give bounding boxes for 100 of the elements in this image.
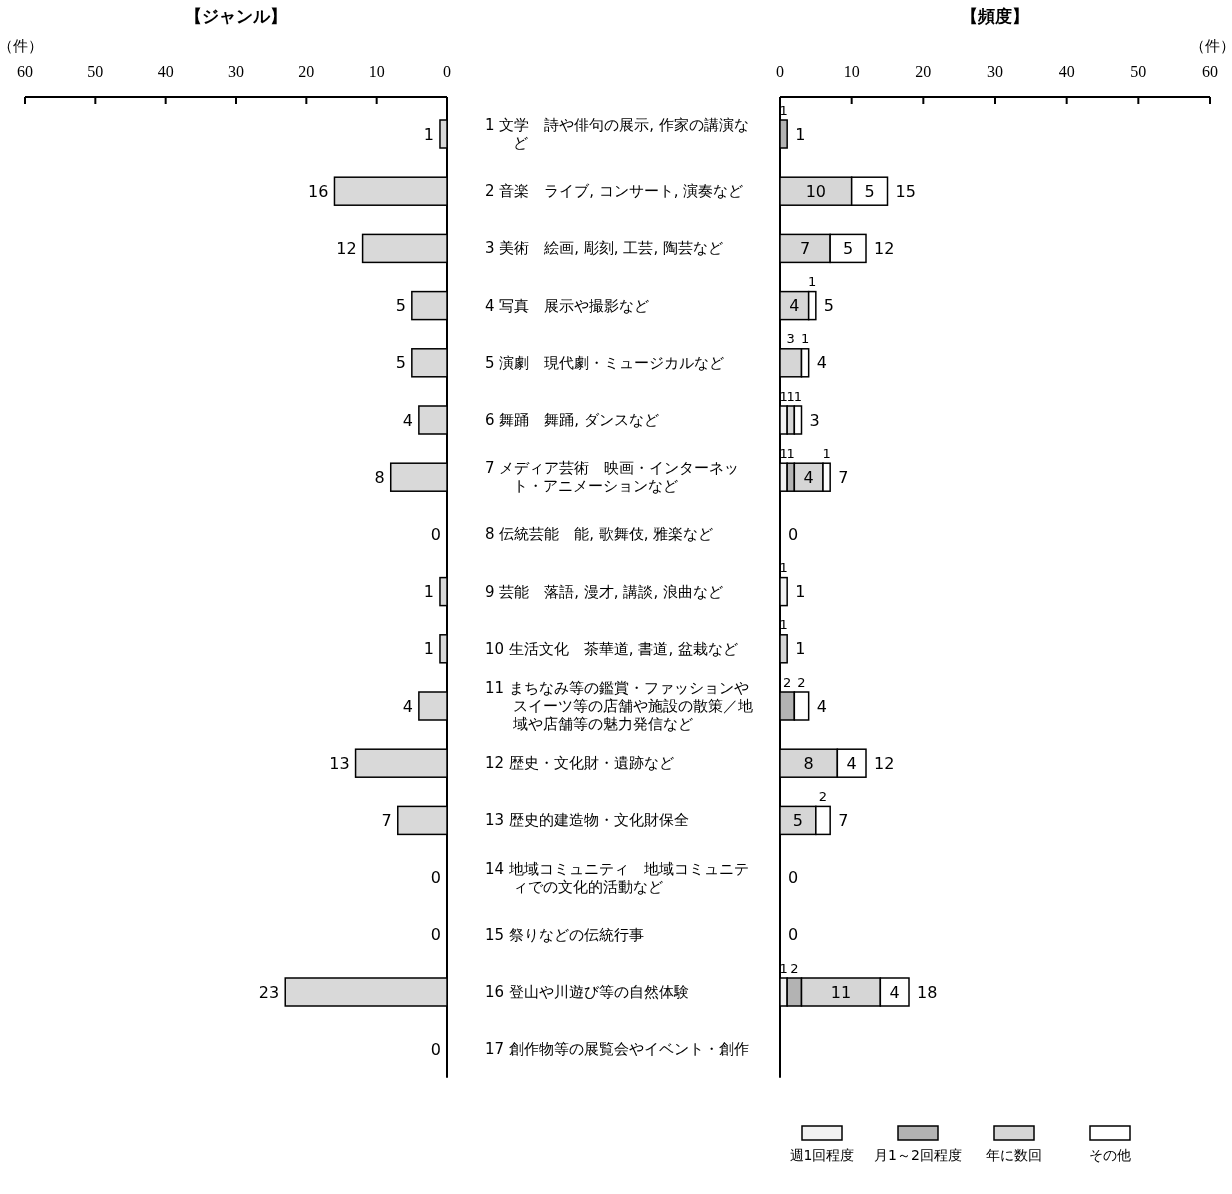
data-label: 5 bbox=[864, 181, 875, 201]
x-axis-title: （件） bbox=[1189, 37, 1232, 55]
x-tick-label: 50 bbox=[87, 62, 104, 80]
data-label: 0 bbox=[430, 524, 441, 544]
y-tick-label: 4 写真 展示や撮影など bbox=[485, 296, 651, 315]
data-label: 1 bbox=[779, 388, 788, 404]
total-label: 7 bbox=[838, 810, 849, 830]
data-label: 1 bbox=[795, 639, 806, 659]
total-label: 1 bbox=[779, 617, 788, 633]
y-tick-label: 13 歴史的建造物・文化財保全 bbox=[485, 811, 690, 830]
x-tick-label: 20 bbox=[915, 62, 932, 80]
total-label: 3 bbox=[809, 410, 820, 430]
total-label: 4 bbox=[816, 696, 827, 716]
data-label: 3 bbox=[786, 331, 795, 347]
y-tick-label: 10 生活文化 茶華道, 書道, 盆栽など bbox=[485, 639, 739, 658]
data-label: 1 bbox=[808, 274, 817, 290]
data-label: 8 bbox=[803, 753, 814, 773]
x-tick-label: 0 bbox=[776, 62, 784, 80]
y-tick-label: 5 演劇 現代劇・ミュージカルなど bbox=[485, 353, 726, 372]
data-label: 5 bbox=[842, 238, 854, 258]
total-label: 1 bbox=[779, 102, 788, 118]
data-label: 1 bbox=[800, 331, 810, 347]
data-label: 1 bbox=[793, 388, 803, 404]
x-tick-label: 20 bbox=[298, 62, 315, 80]
legend-label: 年に数回 bbox=[985, 1146, 1043, 1164]
data-label: 1 bbox=[423, 582, 434, 602]
y-tick-label: 6 舞踊 舞踊, ダンスなど bbox=[485, 411, 660, 429]
data-label: 4 bbox=[889, 982, 900, 1002]
data-label: 7 bbox=[799, 238, 811, 258]
data-label: 2 bbox=[818, 788, 828, 804]
y-tick-label: 15 祭りなどの伝統行事 bbox=[485, 925, 645, 944]
y-tick-label: 9 芸能 落語, 漫才, 講談, 浪曲など bbox=[485, 582, 724, 601]
data-label: 5 bbox=[792, 810, 804, 830]
total-label: 7 bbox=[838, 467, 849, 487]
data-label: 1 bbox=[786, 445, 795, 461]
data-label: 0 bbox=[430, 868, 441, 888]
x-tick-label: 30 bbox=[987, 62, 1003, 80]
chart-title: 【ジャンル】 bbox=[185, 6, 287, 26]
legend-label: その他 bbox=[1088, 1146, 1132, 1164]
total-label: 5 bbox=[823, 296, 835, 316]
total-label: 15 bbox=[895, 181, 916, 201]
data-label: 0 bbox=[430, 925, 441, 945]
x-tick-label: 50 bbox=[1130, 62, 1147, 80]
y-tick-label: 8 伝統芸能 能, 歌舞伎, 雅楽など bbox=[485, 525, 715, 544]
x-tick-label: 10 bbox=[843, 62, 860, 80]
x-tick-label: 40 bbox=[157, 62, 174, 80]
data-label: 2 bbox=[783, 674, 792, 690]
data-label: 16 bbox=[308, 181, 329, 201]
data-label: 1 bbox=[779, 445, 788, 461]
legend-label: 週1回程度 bbox=[788, 1146, 856, 1164]
data-label: 10 bbox=[805, 181, 827, 201]
y-tick-label: 14 地域コミュニティ 地域コミュニティでの文化的活動など bbox=[485, 859, 750, 896]
y-tick-label: 12 歴史・文化財・遺跡など bbox=[485, 754, 675, 773]
x-tick-label: 0 bbox=[443, 62, 451, 80]
data-label: 12 bbox=[336, 238, 357, 258]
data-label: 1 bbox=[786, 388, 795, 404]
y-tick-label: 1 文学 詩や俳句の展示, 作家の講演など bbox=[485, 116, 750, 152]
total-label: 1 bbox=[779, 560, 788, 576]
data-label: 1 bbox=[423, 639, 434, 659]
x-tick-label: 40 bbox=[1058, 62, 1075, 80]
data-label: 2 bbox=[797, 674, 806, 690]
y-tick-label: 7 メディア芸術 映画・インターネット・アニメーションなど bbox=[485, 459, 741, 496]
y-tick-label: 11 まちなみ等の鑑賞・ファッションやスイーツ等の店舗や施設の散策／地域や店舗等の魅力発信など bbox=[485, 679, 753, 733]
data-label: 5 bbox=[395, 296, 406, 316]
chart-title: 【頻度】 bbox=[961, 6, 1029, 26]
text: 0 bbox=[788, 925, 799, 945]
x-axis-title: （件） bbox=[0, 37, 43, 55]
x-tick-label: 60 bbox=[17, 62, 33, 80]
legend-label: 月1～2回程度 bbox=[873, 1146, 963, 1164]
y-tick-label: 2 音楽 ライブ, コンサート, 演奏など bbox=[485, 182, 745, 201]
data-label: 4 bbox=[402, 410, 413, 430]
data-label: 5 bbox=[395, 353, 406, 373]
data-label: 1 bbox=[423, 124, 434, 144]
total-label: 12 bbox=[874, 238, 895, 258]
total-label: 18 bbox=[917, 982, 938, 1002]
data-label: 1 bbox=[795, 582, 806, 602]
data-label: 4 bbox=[846, 753, 857, 773]
y-tick-label: 3 美術 絵画, 彫刻, 工芸, 陶芸など bbox=[485, 239, 724, 258]
data-label: 2 bbox=[790, 960, 799, 976]
data-label: 7 bbox=[381, 810, 392, 830]
text: 0 bbox=[788, 524, 799, 544]
data-label: 4 bbox=[803, 467, 814, 487]
data-label: 4 bbox=[789, 296, 800, 316]
x-tick-label: 10 bbox=[368, 62, 385, 80]
y-tick-label: 17 創作物等の展覧会やイベント・創作 bbox=[485, 1040, 750, 1059]
data-label: 0 bbox=[430, 1039, 441, 1059]
total-label: 4 bbox=[816, 353, 827, 373]
data-label: 1 bbox=[795, 124, 806, 144]
data-label: 13 bbox=[329, 753, 350, 773]
text: 0 bbox=[788, 868, 799, 888]
x-tick-label: 60 bbox=[1202, 62, 1218, 80]
data-label: 1 bbox=[779, 960, 788, 976]
data-label: 11 bbox=[830, 982, 852, 1002]
data-label: 8 bbox=[374, 467, 385, 487]
data-label: 4 bbox=[402, 696, 413, 716]
data-label: 1 bbox=[822, 445, 831, 461]
y-tick-label: 16 登山や川遊び等の自然体験 bbox=[485, 983, 690, 1001]
data-label: 23 bbox=[258, 982, 280, 1002]
x-tick-label: 30 bbox=[228, 62, 244, 80]
total-label: 12 bbox=[874, 753, 895, 773]
